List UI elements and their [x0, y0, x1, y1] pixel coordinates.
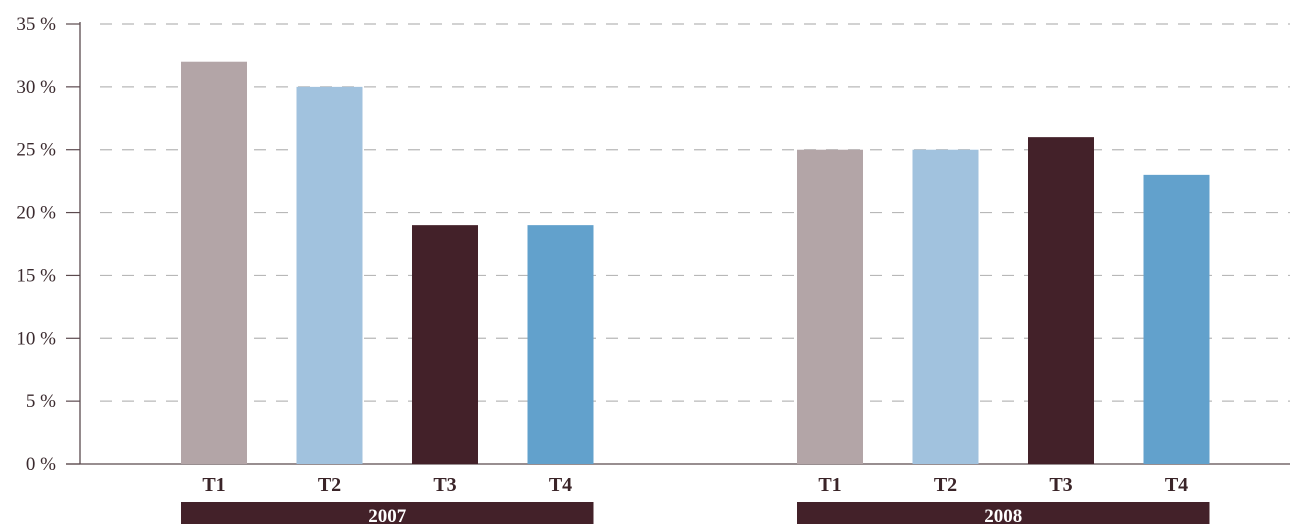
gridlines: [100, 23, 1290, 402]
axes: [66, 22, 1290, 465]
bar: [181, 61, 247, 464]
y-tick-label: 5 %: [26, 391, 56, 412]
labels: 0 % 5 % 10 % 15 % 20 % 25 % 30 % 35 % T1 T2 T3 T4 20…: [16, 14, 1188, 524]
bar: [412, 225, 478, 464]
bars: [181, 61, 1210, 524]
y-tick-label: 30 %: [16, 77, 56, 98]
bar: [1028, 137, 1094, 464]
y-tick-label: 15 %: [16, 265, 56, 286]
x-tick-label: T2: [318, 474, 341, 496]
x-tick-label: T3: [1049, 474, 1072, 496]
y-tick-label: 10 %: [16, 328, 56, 349]
y-tick-label: 25 %: [16, 140, 56, 161]
group-band: [181, 502, 594, 524]
group-label: 2007: [368, 506, 407, 524]
y-tick-label: 35 %: [16, 14, 56, 35]
x-tick-label: T4: [1165, 474, 1188, 496]
x-tick-label: T1: [818, 474, 841, 496]
y-tick-label: 0 %: [26, 454, 56, 475]
bar: [296, 86, 363, 464]
x-tick-label: T2: [934, 474, 957, 496]
x-tick-label: T4: [549, 474, 572, 496]
group-label: 2008: [984, 506, 1022, 524]
y-tick-label: 20 %: [16, 203, 56, 224]
bar: [1143, 174, 1210, 464]
group-band: [797, 502, 1210, 524]
bar: [797, 149, 863, 464]
x-tick-label: T1: [202, 474, 225, 496]
x-tick-label: T3: [433, 474, 456, 496]
bar: [912, 149, 979, 464]
bar: [527, 225, 594, 464]
